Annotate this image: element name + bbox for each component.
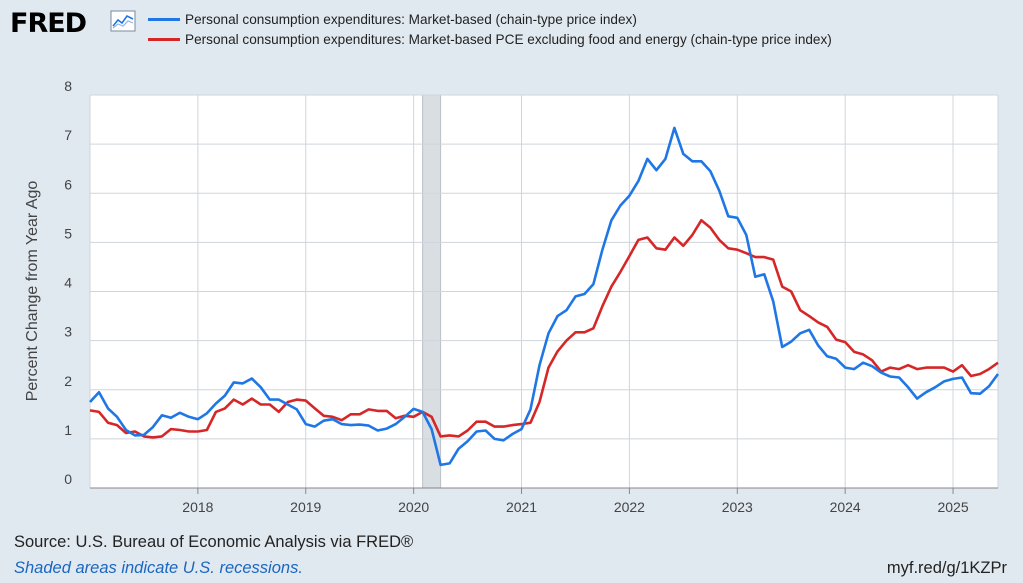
series-lines [89,126,1000,467]
chart-header: FRED Personal consumption expenditures: … [10,6,1013,52]
x-tick-label-2021: 2021 [506,499,537,515]
y-tick-label-7: 7 [64,127,72,143]
x-tick-label-2023: 2023 [722,499,753,515]
x-tick-label-2024: 2024 [830,499,861,515]
y-tick-label-3: 3 [64,324,72,340]
x-tick-label-2019: 2019 [290,499,321,515]
y-tick-label-2: 2 [64,373,72,389]
legend-label-market: Personal consumption expenditures: Marke… [185,11,637,27]
x-axis-ticks: 2018 2019 2020 2021 2022 2023 2024 2025 [182,488,969,515]
legend-swatch-market [148,17,180,21]
series-line-0 [89,126,1000,467]
chart-legend: Personal consumption expenditures: Marke… [148,9,832,49]
x-tick-label-2018: 2018 [182,499,213,515]
series-line-1 [89,219,999,439]
x-tick-label-2025: 2025 [937,499,968,515]
line-chart-icon [110,10,136,32]
y-tick-label-8: 8 [64,78,72,94]
x-tick-label-2022: 2022 [614,499,645,515]
source-note: Source: U.S. Bureau of Economic Analysis… [14,533,414,551]
legend-item-market[interactable]: Personal consumption expenditures: Marke… [148,9,832,29]
y-tick-label-0: 0 [64,471,72,487]
y-tick-label-1: 1 [64,422,72,438]
legend-label-core: Personal consumption expenditures: Marke… [185,31,832,47]
fred-logo[interactable]: FRED [10,8,87,39]
legend-swatch-core [148,37,180,41]
recession-note: Shaded areas indicate U.S. recessions. [14,559,303,577]
y-tick-label-5: 5 [64,225,72,241]
y-tick-label-6: 6 [64,176,72,192]
y-axis-ticks: 0 1 2 3 4 5 6 7 8 [64,78,72,487]
y-tick-label-4: 4 [64,275,72,291]
y-axis-label: Percent Change from Year Ago [24,181,41,402]
short-url-link[interactable]: myf.red/g/1KZPr [886,559,1007,577]
gridlines [89,94,999,489]
x-tick-label-2020: 2020 [398,499,429,515]
legend-item-core[interactable]: Personal consumption expenditures: Marke… [148,29,832,49]
